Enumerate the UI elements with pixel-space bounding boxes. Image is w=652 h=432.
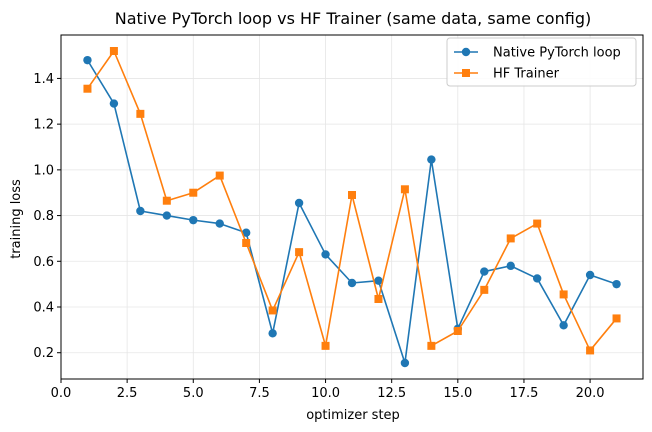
x-tick-label: 0.0 [51,386,72,401]
data-point [189,215,198,225]
axis-ticks: 0.0 2.5 5.0 7.5 10.0 12.5 15.0 17.5 20.0 0.2 0.4 0.… [33,72,604,401]
series-native-pytorch-loop [83,55,621,368]
data-point [215,219,224,228]
x-tick-label: 2.5 [117,386,138,401]
data-point [400,185,409,194]
data-point [453,327,462,335]
data-point [162,196,171,205]
legend-box [446,37,637,87]
legend: Native PyTorch loop HF Trainer [446,37,637,87]
data-point [586,346,595,355]
y-axis-label: training loss [9,179,24,259]
data-point [83,84,92,93]
data-point [109,99,119,108]
data-point [532,274,542,283]
chart-title: Native PyTorch loop vs HF Trainer (same … [115,9,591,28]
series-layer [83,47,621,368]
data-point [612,314,621,323]
data-point [215,171,224,180]
y-tick-label: 1.2 [33,118,54,133]
data-point [294,198,304,208]
x-tick-label: 17.5 [509,386,538,401]
data-point [506,234,515,243]
data-point [400,358,410,368]
y-tick-label: 0.8 [33,209,54,224]
y-tick-label: 0.6 [33,255,54,270]
x-tick-label: 10.0 [311,386,340,401]
x-tick-label: 12.5 [377,386,406,401]
data-point [480,267,489,276]
data-point [374,276,383,285]
x-tick-label: 7.5 [249,386,270,401]
legend-swatch-marker [461,47,471,57]
data-point [321,250,330,259]
y-tick-label: 1.4 [33,72,54,87]
data-point [506,261,515,271]
y-tick-label: 0.2 [33,346,54,361]
data-point [559,290,568,299]
x-tick-label: 5.0 [183,386,204,401]
data-point [136,206,145,216]
data-point [348,191,356,199]
data-point [321,341,330,350]
data-point [109,47,118,55]
legend-label: HF Trainer [493,67,560,82]
data-point [612,279,621,289]
y-tick-label: 1.0 [33,163,54,178]
y-tick-label: 0.4 [33,301,54,316]
data-point [268,306,277,315]
legend-label: Native PyTorch loop [493,46,621,61]
data-point [347,278,357,288]
data-point [83,55,92,65]
data-point [427,155,436,164]
data-point [189,188,198,197]
data-point [242,239,251,247]
series-hf-trainer [83,47,621,355]
data-point [136,109,145,118]
data-point [559,321,568,330]
plot-frame [60,34,644,380]
x-axis-label: optimizer step [306,408,400,423]
data-point [480,285,489,294]
data-point [295,248,304,257]
data-point [241,228,251,237]
x-tick-label: 20.0 [576,386,605,401]
data-point [585,270,595,280]
data-point [162,211,172,220]
data-point [427,341,436,350]
data-point [268,329,277,338]
legend-swatch-marker [462,69,470,77]
grid [60,35,643,379]
data-point [374,295,383,303]
x-tick-label: 15.0 [443,386,472,401]
data-point [533,219,542,228]
